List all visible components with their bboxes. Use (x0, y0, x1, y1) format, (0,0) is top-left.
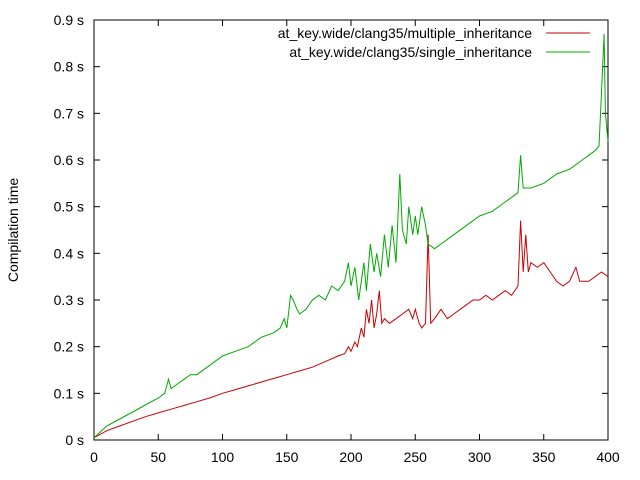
x-tick-label: 0 (90, 449, 98, 465)
y-axis-ticks: 0 s 0.1 s 0.2 s 0.3 s 0.4 s 0.5 s 0.6 s 0.7 s 0.… (54, 12, 608, 448)
legend: at_key.wide/clang35/multiple_inheritance… (278, 25, 590, 60)
y-tick-label: 0 s (65, 432, 84, 448)
legend-label-single: at_key.wide/clang35/single_inheritance (289, 44, 532, 60)
y-tick-label: 0.9 s (54, 12, 84, 28)
x-tick-label: 150 (275, 449, 299, 465)
series-lines (93, 33, 609, 439)
y-tick-label: 0.5 s (54, 199, 84, 215)
y-axis-label: Compilation time (5, 178, 21, 282)
series-line-single-inheritance (93, 33, 609, 439)
x-tick-label: 350 (532, 449, 556, 465)
y-tick-label: 0.8 s (54, 59, 84, 75)
x-axis-ticks: 0 50 100 150 200 250 300 350 400 (90, 20, 620, 465)
series-line-multiple-inheritance (93, 220, 609, 439)
x-tick-label: 250 (404, 449, 428, 465)
x-tick-label: 400 (596, 449, 620, 465)
x-tick-label: 200 (339, 449, 363, 465)
y-tick-label: 0.4 s (54, 245, 84, 261)
y-tick-label: 0.3 s (54, 292, 84, 308)
x-tick-label: 100 (211, 449, 235, 465)
x-tick-label: 50 (150, 449, 166, 465)
y-tick-label: 0.6 s (54, 152, 84, 168)
y-tick-label: 0.2 s (54, 339, 84, 355)
y-tick-label: 0.7 s (54, 105, 84, 121)
plot-frame (93, 19, 609, 441)
x-tick-label: 300 (468, 449, 492, 465)
y-tick-label: 0.1 s (54, 385, 84, 401)
legend-label-multiple: at_key.wide/clang35/multiple_inheritance (278, 25, 532, 41)
